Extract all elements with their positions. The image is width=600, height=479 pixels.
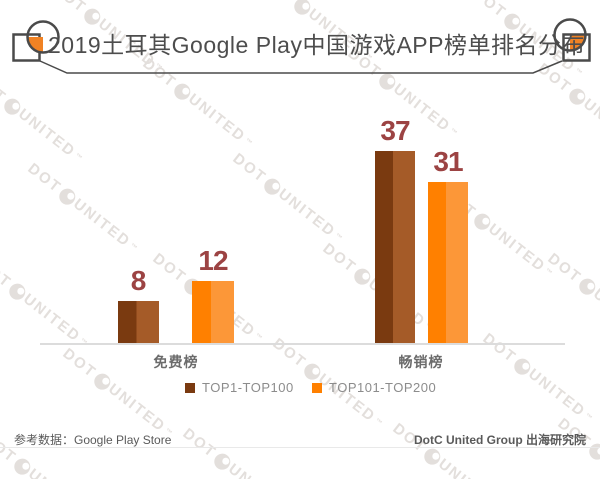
x-axis-line — [40, 343, 565, 345]
legend-label-top1: TOP1-TOP100 — [202, 380, 294, 395]
bar-bestseller-top1 — [375, 151, 415, 343]
value-label-free-top1: 8 — [130, 265, 147, 296]
footer-divider — [0, 447, 600, 448]
bar-group-free-top101: 12 — [183, 247, 243, 343]
legend-item-top101: TOP101-TOP200 — [312, 380, 436, 395]
bar-free-top1 — [117, 301, 159, 343]
publisher-credit: DotC United Group 出海研究院 — [414, 433, 586, 447]
value-label-bestseller-top1: 37 — [380, 115, 410, 146]
legend-swatch-top101 — [312, 382, 322, 393]
data-source-note: 参考数据：Google Play Store — [14, 433, 172, 447]
bar-group-bestseller-top101: 31 — [418, 148, 478, 343]
value-label-free-top101: 12 — [198, 245, 228, 276]
legend-label-top101: TOP101-TOP200 — [329, 380, 437, 395]
bar-free-top101 — [192, 281, 234, 343]
chart-title: 2019土耳其Google Play中国游戏APP榜单排名分布 — [48, 32, 585, 58]
bar-group-free-top1: 8 — [108, 267, 168, 343]
bar-bestseller-top101 — [428, 182, 468, 343]
value-label-bestseller-top101: 31 — [433, 146, 463, 177]
category-label-free: 免费榜 — [153, 354, 199, 370]
legend-item-top1: TOP1-TOP100 — [185, 380, 294, 395]
category-label-bestseller: 畅销榜 — [398, 354, 444, 370]
bar-group-bestseller-top1: 37 — [365, 117, 425, 343]
legend-swatch-top1 — [185, 382, 195, 393]
